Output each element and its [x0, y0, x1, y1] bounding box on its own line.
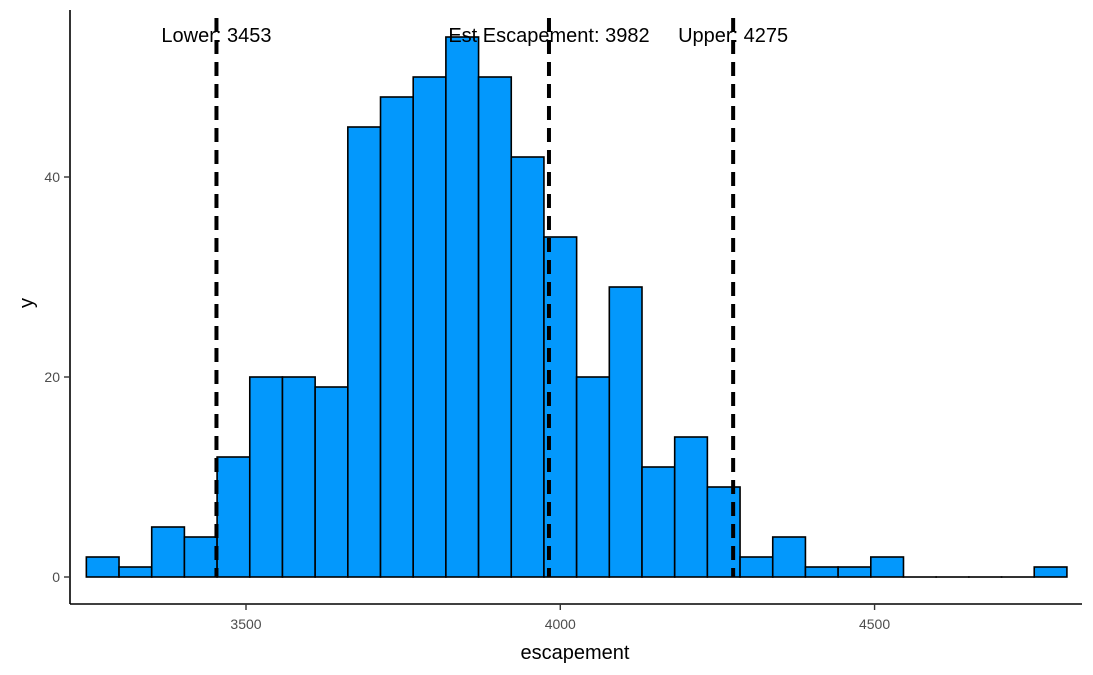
- y-axis-title: y: [16, 298, 38, 308]
- reference-label-0: Lower: 3453: [161, 25, 271, 47]
- histogram-bar-8: [347, 126, 382, 578]
- reference-label-2: Upper: 4275: [678, 25, 788, 47]
- histogram-bar-7: [314, 386, 349, 578]
- histogram-bar-4: [216, 456, 251, 578]
- histogram-bar-22: [804, 566, 839, 578]
- annotations-group: Lower: 3453 Est Escapement: 3982 Upper: 42…: [161, 25, 788, 47]
- x-tick-label-2: 4500: [859, 616, 890, 632]
- histogram-bar-29: [1033, 566, 1068, 578]
- histogram-bar-5: [248, 376, 284, 578]
- histogram-bar-12: [477, 76, 513, 578]
- histogram-bar-2: [150, 526, 186, 578]
- x-tick-label-1: 4000: [545, 616, 576, 632]
- histogram-bar-19: [706, 486, 741, 578]
- y-tick-label-2: 40: [44, 169, 60, 185]
- histogram-bar-16: [608, 286, 643, 578]
- histogram-bar-18: [673, 436, 709, 578]
- histogram-bar-17: [641, 466, 676, 578]
- histogram-bar-10: [412, 76, 447, 578]
- histogram-bar-9: [379, 96, 414, 578]
- y-tick-label-0: 0: [52, 569, 60, 585]
- x-tick-label-0: 3500: [230, 616, 261, 632]
- histogram-bar-6: [281, 376, 316, 578]
- histogram-bar-20: [739, 556, 774, 578]
- histogram-bar-23: [837, 566, 872, 578]
- histogram-bar-24: [869, 556, 905, 578]
- y-tick-label-1: 20: [44, 369, 60, 385]
- bars-group: [85, 36, 1068, 578]
- histogram-bar-15: [575, 376, 611, 578]
- reference-lines-group: [214, 18, 736, 577]
- reference-label-1: Est Escapement: 3982: [448, 25, 649, 47]
- axes-group: 3500 4000 4500 0 20 40: [44, 10, 1082, 632]
- histogram-bar-13: [510, 156, 545, 578]
- x-axis-title: escapement: [521, 642, 630, 664]
- histogram-bar-0: [85, 556, 120, 578]
- histogram-bar-3: [183, 536, 218, 578]
- histogram-bar-21: [771, 536, 807, 578]
- histogram-bar-11: [445, 36, 480, 578]
- histogram-bar-1: [118, 566, 153, 578]
